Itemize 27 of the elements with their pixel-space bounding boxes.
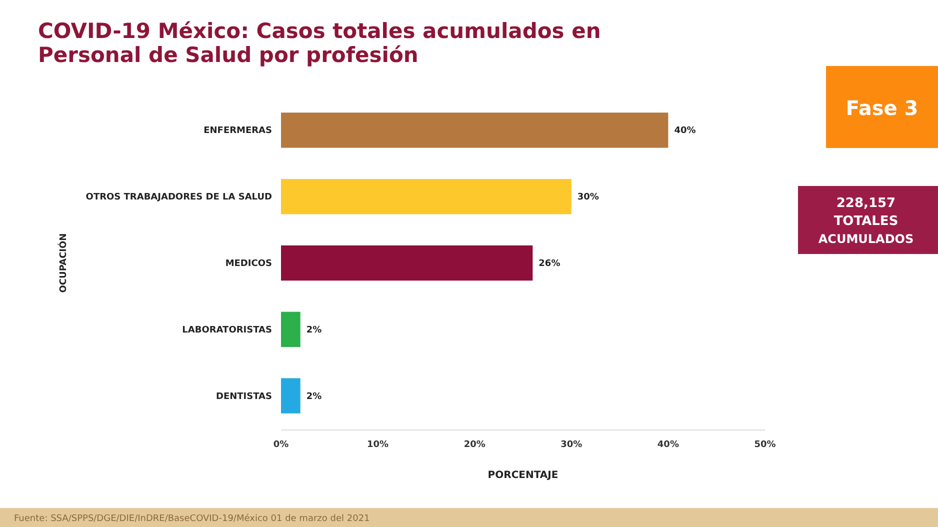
- bar: [281, 112, 668, 148]
- bar: [281, 312, 300, 347]
- data-label: 30%: [577, 192, 599, 203]
- data-label: 26%: [538, 259, 560, 269]
- x-tick-label: 0%: [273, 440, 289, 450]
- source-note: Fuente: SSA/SPPS/DGE/DIE/InDRE/BaseCOVID-19/México 01 de marzo del 2021: [14, 513, 370, 524]
- x-tick-label: 50%: [754, 440, 776, 450]
- y-tick-label: DENTISTAS: [216, 392, 272, 402]
- y-axis-title: OCUPACIÓN: [57, 233, 69, 293]
- bar: [281, 378, 300, 414]
- x-axis-title: PORCENTAJE: [488, 470, 558, 481]
- bar: [281, 179, 572, 214]
- text: 228,157 TOTALES ACUMULADOS: [818, 196, 914, 246]
- data-label: 40%: [674, 126, 696, 136]
- data-label: 2%: [306, 325, 322, 336]
- x-tick-label: 30%: [560, 440, 582, 450]
- y-tick-label: OTROS TRABAJADORES DE LA SALUD: [86, 192, 272, 203]
- y-tick-label: ENFERMERAS: [204, 126, 272, 136]
- chart-title: COVID-19 México: Casos totales acumulados en Personal de Salud por profesión: [38, 19, 601, 67]
- y-tick-label: MEDICOS: [225, 259, 272, 269]
- bar: [281, 245, 533, 281]
- x-tick-label: 10%: [367, 440, 389, 450]
- y-tick-label: LABORATORISTAS: [182, 325, 272, 336]
- x-tick-label: 20%: [464, 440, 486, 450]
- data-label: 2%: [306, 392, 322, 402]
- text: Fase 3: [846, 96, 918, 120]
- x-tick-label: 40%: [657, 440, 679, 450]
